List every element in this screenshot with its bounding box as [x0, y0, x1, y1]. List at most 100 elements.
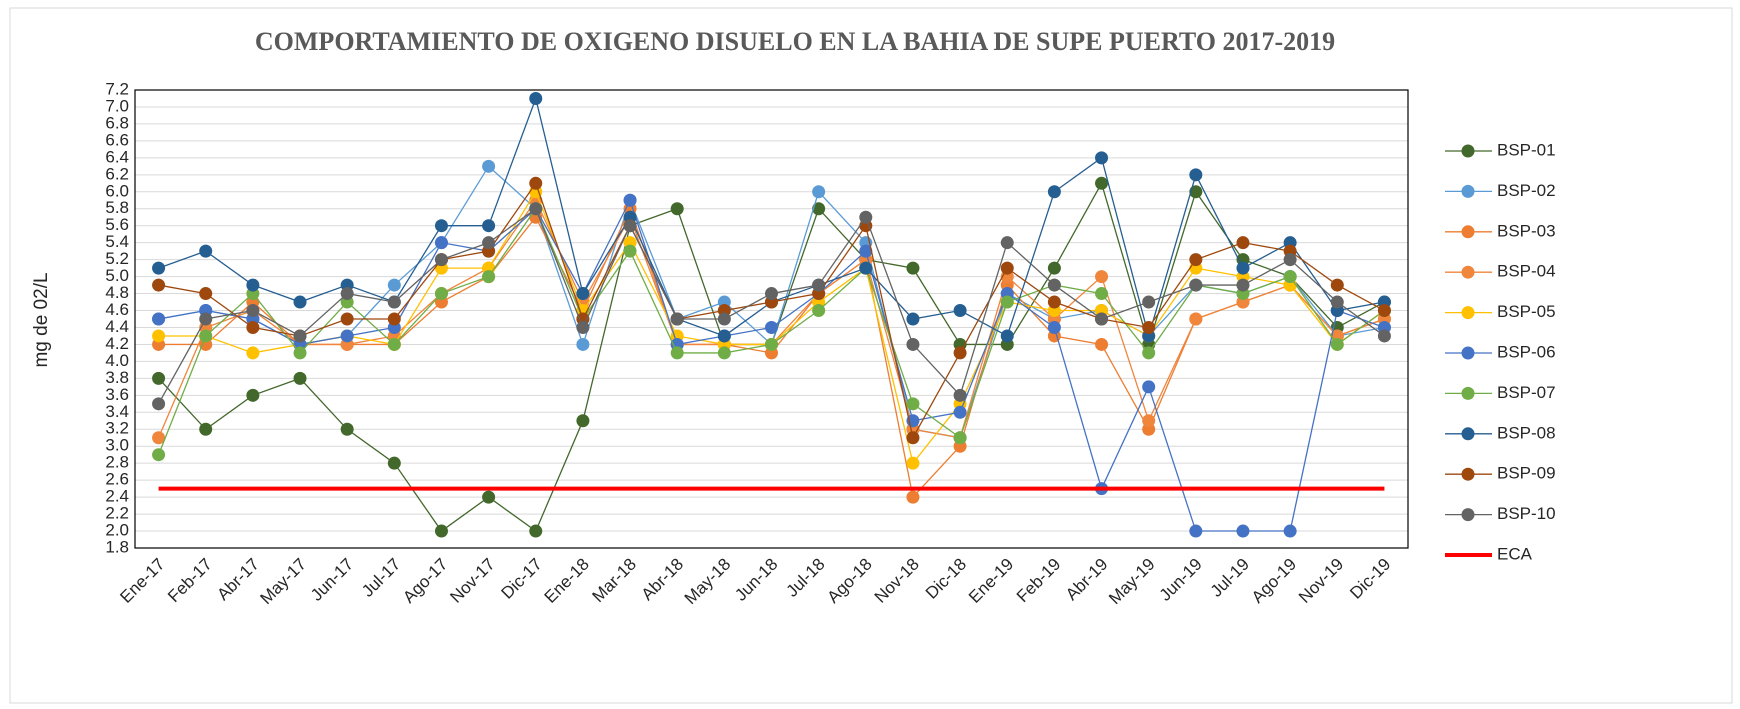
- data-point: [434, 219, 448, 233]
- legend-label: BSP-04: [1497, 262, 1556, 281]
- data-point: [717, 312, 731, 326]
- data-point: [152, 312, 166, 326]
- data-point: [340, 329, 354, 343]
- data-point: [1047, 320, 1061, 334]
- legend-label: BSP-10: [1497, 504, 1556, 523]
- legend-marker: [1461, 144, 1475, 158]
- data-point: [670, 312, 684, 326]
- data-point: [1330, 278, 1344, 292]
- data-point: [1047, 295, 1061, 309]
- data-point: [1142, 320, 1156, 334]
- data-point: [1095, 151, 1109, 165]
- legend-marker: [1461, 225, 1475, 239]
- legend-label: BSP-09: [1497, 464, 1556, 483]
- y-tick-label: 2.6: [105, 470, 129, 489]
- y-tick-label: 4.6: [105, 300, 129, 319]
- data-point: [1189, 168, 1203, 182]
- data-point: [199, 244, 213, 258]
- data-point: [1283, 524, 1297, 538]
- data-point: [199, 329, 213, 343]
- data-point: [434, 524, 448, 538]
- data-point: [340, 312, 354, 326]
- data-point: [953, 346, 967, 360]
- data-point: [387, 295, 401, 309]
- y-tick-label: 1.8: [105, 537, 129, 556]
- data-point: [1142, 295, 1156, 309]
- data-point: [1236, 261, 1250, 275]
- y-tick-label: 5.4: [105, 232, 129, 251]
- data-point: [953, 388, 967, 402]
- data-point: [1236, 278, 1250, 292]
- data-point: [670, 346, 684, 360]
- y-tick-label: 7.0: [105, 96, 129, 115]
- data-point: [576, 337, 590, 351]
- data-point: [1095, 337, 1109, 351]
- plot-area: [134, 89, 1409, 549]
- y-tick-label: 7.2: [105, 79, 129, 98]
- data-point: [340, 422, 354, 436]
- data-point: [1142, 414, 1156, 428]
- y-tick-label: 4.0: [105, 351, 129, 370]
- legend-label: BSP-07: [1497, 383, 1556, 402]
- data-point: [1000, 261, 1014, 275]
- data-point: [1236, 524, 1250, 538]
- data-point: [199, 312, 213, 326]
- y-tick-label: 5.6: [105, 215, 129, 234]
- y-tick-label: 4.8: [105, 283, 129, 302]
- data-point: [1189, 253, 1203, 267]
- data-point: [482, 490, 496, 504]
- data-point: [623, 244, 637, 258]
- data-point: [246, 388, 260, 402]
- data-point: [152, 431, 166, 445]
- data-point: [717, 329, 731, 343]
- y-tick-label: 6.2: [105, 164, 129, 183]
- data-point: [529, 202, 543, 216]
- data-point: [717, 346, 731, 360]
- y-tick-label: 3.4: [105, 402, 129, 421]
- data-point: [387, 456, 401, 470]
- data-point: [906, 261, 920, 275]
- data-point: [1000, 295, 1014, 309]
- data-point: [246, 304, 260, 318]
- data-point: [623, 219, 637, 233]
- data-point: [906, 431, 920, 445]
- data-point: [152, 329, 166, 343]
- data-point: [859, 261, 873, 275]
- legend-marker: [1461, 306, 1475, 320]
- data-point: [906, 490, 920, 504]
- data-point: [812, 278, 826, 292]
- data-point: [953, 405, 967, 419]
- data-point: [953, 431, 967, 445]
- data-point: [434, 253, 448, 267]
- data-point: [906, 312, 920, 326]
- data-point: [293, 329, 307, 343]
- data-point: [152, 371, 166, 385]
- data-point: [1377, 329, 1391, 343]
- data-point: [1047, 278, 1061, 292]
- y-tick-label: 2.8: [105, 453, 129, 472]
- data-point: [293, 295, 307, 309]
- data-point: [1377, 304, 1391, 318]
- data-point: [1095, 312, 1109, 326]
- data-point: [906, 456, 920, 470]
- data-point: [1283, 270, 1297, 284]
- y-tick-label: 2.2: [105, 504, 129, 523]
- data-point: [1236, 236, 1250, 250]
- data-point: [1095, 270, 1109, 284]
- data-point: [906, 397, 920, 411]
- data-point: [387, 312, 401, 326]
- data-point: [1095, 176, 1109, 190]
- data-point: [765, 337, 778, 351]
- data-point: [576, 320, 590, 334]
- legend-marker: [1461, 184, 1475, 198]
- data-point: [1142, 346, 1156, 360]
- data-point: [1330, 337, 1344, 351]
- data-point: [482, 159, 496, 173]
- y-tick-label: 3.2: [105, 419, 129, 438]
- data-point: [434, 287, 448, 301]
- data-point: [482, 270, 496, 284]
- data-point: [293, 371, 307, 385]
- y-tick-label: 4.4: [105, 317, 129, 336]
- data-point: [1189, 312, 1203, 326]
